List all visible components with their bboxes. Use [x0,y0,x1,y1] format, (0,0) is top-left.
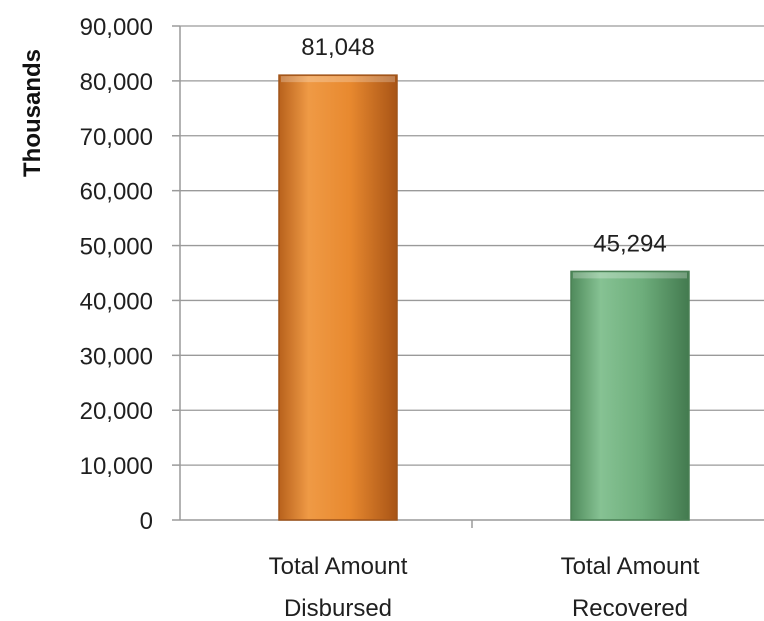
y-tick-label: 50,000 [80,234,153,261]
data-labels: 81,048 45,294 [301,34,666,257]
y-tick-label: 0 [140,508,153,535]
bars [278,74,690,521]
bar-body [278,74,398,521]
y-tick-label: 90,000 [80,14,153,41]
gridlines [180,25,764,466]
x-category-label: Disbursed [284,595,392,621]
data-label: 45,294 [593,230,666,257]
bar-1 [278,74,398,521]
x-category-label: Total Amount [269,553,408,580]
x-category-label: Total Amount [561,553,700,580]
y-tick-labels: 0 10,000 20,000 30,000 40,000 50,000 60,000 70,… [80,14,153,535]
y-tick-label: 30,000 [80,343,153,370]
y-tick-label: 60,000 [80,179,153,206]
y-tick-label: 20,000 [80,398,153,425]
y-tick-label: 80,000 [80,69,153,96]
y-tick-label: 10,000 [80,453,153,480]
bar-body [570,270,690,521]
bar-2 [570,270,690,521]
data-label: 81,048 [301,34,374,61]
bar-highlight [281,76,395,83]
y-tick-label: 70,000 [80,124,153,151]
x-category-label: Recovered [572,595,688,621]
x-category-labels: Total Amount Disbursed Total Amount Recover… [269,553,700,621]
bar-highlight [573,272,687,279]
y-axis-label: Thousands [19,49,46,177]
y-tick-label: 40,000 [80,288,153,315]
